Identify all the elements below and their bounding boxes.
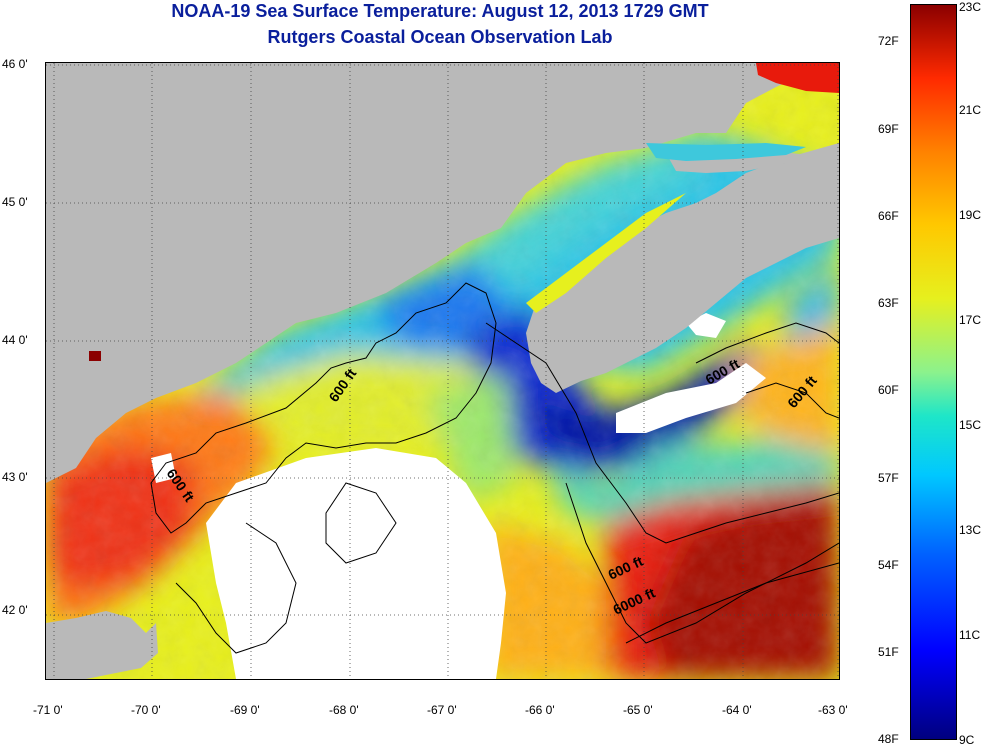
lat-tick-label: 43 0' bbox=[2, 470, 28, 484]
map-title: NOAA-19 Sea Surface Temperature: August … bbox=[171, 1, 709, 21]
lon-tick-label: -63 0' bbox=[818, 703, 848, 717]
colorbar-fahrenheit-label: 60F bbox=[878, 383, 899, 397]
lat-tick-label: 42 0' bbox=[2, 603, 28, 617]
lon-tick-label: -65 0' bbox=[623, 703, 653, 717]
lat-tick-label: 44 0' bbox=[2, 333, 28, 347]
lat-tick-label: 46 0' bbox=[2, 57, 28, 71]
colorbar-celsius-label: 13C bbox=[959, 523, 982, 537]
graticule bbox=[46, 63, 839, 679]
lon-tick-label: -71 0' bbox=[33, 703, 63, 717]
lon-tick-label: -66 0' bbox=[525, 703, 555, 717]
northumberland-strait-water bbox=[646, 143, 806, 161]
lon-tick-label: -69 0' bbox=[230, 703, 260, 717]
colorbar-fahrenheit-label: 54F bbox=[878, 558, 899, 572]
map-subtitle: Rutgers Coastal Ocean Observation Lab bbox=[267, 27, 613, 47]
colorbar-celsius-label: 9C bbox=[959, 733, 975, 747]
sst-map[interactable]: 600 ft 600 ft 600 ft 6000 ft 600 ft 600 … bbox=[45, 62, 840, 680]
lat-tick-label: 45 0' bbox=[2, 195, 28, 209]
colorbar-fahrenheit-label: 48F bbox=[878, 732, 899, 746]
colorbar-celsius-label: 15C bbox=[959, 418, 982, 432]
colorbar-fahrenheit-label: 66F bbox=[878, 209, 899, 223]
colorbar-celsius-label: 19C bbox=[959, 208, 982, 222]
bathymetry-contours bbox=[150, 282, 839, 654]
lon-tick-label: -64 0' bbox=[722, 703, 752, 717]
island-marker bbox=[89, 351, 101, 361]
colorbar-celsius-label: 11C bbox=[959, 628, 981, 642]
gulf-st-lawrence-warm-water bbox=[756, 63, 839, 93]
lon-tick-label: -68 0' bbox=[329, 703, 359, 717]
colorbar-fahrenheit-label: 51F bbox=[878, 645, 899, 659]
lon-tick-label: -67 0' bbox=[427, 703, 457, 717]
sst-map-image: 600 ft 600 ft 600 ft 6000 ft 600 ft 600 … bbox=[46, 63, 839, 679]
colorbar-celsius-label: 23C bbox=[959, 0, 982, 14]
cloud-mask bbox=[151, 313, 766, 679]
temperature-colorbar bbox=[910, 4, 957, 740]
lon-tick-label: -70 0' bbox=[131, 703, 161, 717]
colorbar-fahrenheit-label: 69F bbox=[878, 122, 899, 136]
colorbar-fahrenheit-label: 63F bbox=[878, 296, 899, 310]
colorbar-fahrenheit-label: 57F bbox=[878, 471, 899, 485]
colorbar-celsius-label: 17C bbox=[959, 313, 982, 327]
colorbar-celsius-label: 21C bbox=[959, 103, 982, 117]
colorbar-fahrenheit-label: 72F bbox=[878, 34, 899, 48]
minas-basin-water bbox=[526, 193, 686, 313]
